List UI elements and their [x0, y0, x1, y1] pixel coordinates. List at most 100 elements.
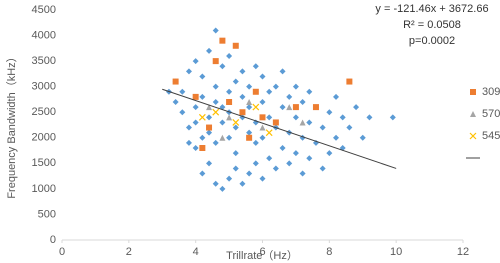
point: [286, 160, 293, 167]
point: [198, 113, 206, 121]
point: [252, 103, 260, 111]
point: [252, 88, 259, 95]
point: [279, 104, 286, 111]
y-tick-label: 0: [50, 234, 56, 246]
annotation: p=0.0002: [409, 35, 455, 47]
point: [299, 99, 306, 105]
x-tick-label: 6: [259, 246, 265, 258]
point: [389, 114, 396, 121]
point: [199, 145, 206, 151]
x-axis-label: Trillrate（Hz）: [226, 249, 298, 262]
y-tick-label: 4500: [32, 4, 56, 16]
point: [226, 53, 233, 59]
point: [286, 93, 293, 100]
point: [239, 180, 246, 187]
point: [219, 119, 226, 126]
point: [306, 88, 313, 95]
point: [219, 134, 226, 141]
point: [232, 78, 239, 85]
point: [199, 93, 206, 100]
point: [219, 185, 226, 192]
x-tick-label: 12: [457, 246, 469, 258]
point: [179, 88, 186, 95]
point: [199, 170, 206, 177]
point: [252, 119, 259, 126]
point: [239, 68, 246, 75]
point: [232, 124, 239, 131]
point: [246, 83, 253, 90]
point: [206, 124, 213, 131]
point: [212, 83, 219, 90]
point: [299, 119, 306, 126]
point: [185, 124, 192, 131]
trendline: [162, 88, 397, 169]
point: [219, 37, 226, 44]
point: [319, 165, 326, 172]
point: [246, 170, 253, 177]
point: [312, 104, 319, 111]
point: [226, 99, 233, 105]
point: [206, 114, 213, 121]
point: [246, 104, 253, 111]
y-tick-label: 1500: [32, 157, 56, 169]
point: [259, 73, 266, 80]
point: [292, 83, 299, 90]
point: [252, 63, 259, 70]
point: [212, 27, 219, 34]
point: [259, 124, 266, 131]
point: [192, 145, 199, 151]
point: [226, 175, 233, 182]
point: [265, 129, 273, 137]
point: [232, 42, 239, 49]
point: [246, 129, 253, 136]
point: [292, 104, 299, 111]
point: [219, 63, 226, 70]
point: [279, 68, 286, 75]
point: [272, 83, 279, 90]
point: [206, 104, 213, 111]
point: [192, 119, 199, 126]
point: [306, 155, 313, 162]
point: [239, 109, 246, 116]
point: [212, 180, 219, 187]
point: [232, 119, 240, 126]
point: [206, 47, 213, 54]
legend-label: 570: [482, 108, 500, 120]
point: [346, 78, 353, 85]
point: [266, 88, 273, 95]
point: [259, 114, 266, 121]
legend-marker: [470, 89, 476, 95]
legend-label: 545: [482, 130, 500, 142]
point: [206, 160, 213, 167]
point: [226, 88, 233, 95]
point: [266, 114, 273, 121]
point: [286, 104, 293, 111]
y-tick-label: 500: [38, 208, 56, 220]
y-tick-label: 1000: [32, 183, 56, 195]
point: [279, 145, 286, 151]
point: [226, 114, 233, 121]
point: [246, 99, 253, 105]
point: [192, 104, 199, 111]
point: [172, 99, 179, 105]
point: [339, 114, 346, 121]
point: [272, 165, 279, 172]
point: [212, 108, 220, 116]
annotation: y = -121.46x + 3672.66: [375, 3, 488, 15]
y-tick-label: 2000: [32, 132, 56, 144]
point: [206, 129, 213, 136]
y-axis-label: Frequency Bandwidth（kHz）: [5, 51, 18, 198]
point: [185, 139, 192, 146]
y-tick-label: 3000: [32, 81, 56, 93]
point: [199, 73, 206, 80]
point: [259, 175, 266, 182]
point: [333, 93, 340, 100]
point: [212, 99, 219, 105]
point: [192, 58, 199, 65]
point: [366, 114, 373, 121]
point: [359, 134, 366, 141]
point: [292, 114, 299, 121]
annotation: R² = 0.0508: [403, 19, 461, 31]
point: [272, 119, 279, 126]
